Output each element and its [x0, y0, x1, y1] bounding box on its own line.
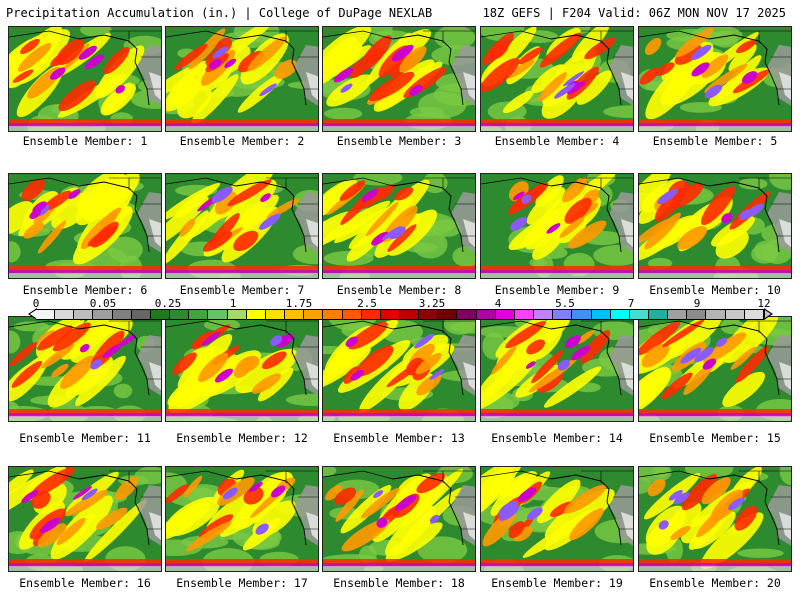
ensemble-member-label: Ensemble Member: 9: [494, 283, 620, 297]
colorbar-cell: [668, 310, 688, 319]
ensemble-map-10: [638, 173, 792, 279]
run-info: 18Z GEFS | F204 Valid: 06Z MON NOV 17 20…: [482, 6, 786, 20]
colorbar-cell: [342, 310, 362, 319]
colorbar-cell: [476, 310, 496, 319]
ensemble-map-12: [165, 316, 319, 422]
colorbar-cell: [246, 310, 266, 319]
chart-title: Precipitation Accumulation (in.) | Colle…: [6, 6, 433, 20]
colorbar-right-arrow-fill: [765, 310, 771, 318]
colorbar-tick-label: 9: [693, 297, 701, 310]
ensemble-member-label: Ensemble Member: 6: [22, 283, 148, 297]
colorbar-cell: [304, 310, 324, 319]
colorbar-cell: [208, 310, 228, 319]
colorbar-cell: [438, 310, 458, 319]
colorbar-cell: [419, 310, 439, 319]
ensemble-map-8: [322, 173, 476, 279]
colorbar-cell: [534, 310, 554, 319]
colorbar-cell: [361, 310, 381, 319]
colorbar-left-arrow-fill: [30, 310, 36, 318]
colorbar-cell: [227, 310, 247, 319]
colorbar-cell: [170, 310, 190, 319]
colorbar-cell: [572, 310, 592, 319]
ensemble-member-label: Ensemble Member: 17: [176, 576, 308, 590]
colorbar-tick-label: 12: [757, 297, 771, 310]
colorbar-tick-label: 7: [627, 297, 635, 310]
colorbar-cell: [514, 310, 535, 319]
colorbar-cell: [591, 310, 611, 319]
colorbar-tick-label: 0.05: [89, 297, 117, 310]
colorbar-cell: [629, 310, 649, 319]
ensemble-map-13: [322, 316, 476, 422]
ensemble-map-4: [480, 26, 634, 132]
ensemble-member-label: Ensemble Member: 4: [494, 134, 620, 148]
ensemble-member-label: Ensemble Member: 18: [333, 576, 465, 590]
ensemble-member-label: Ensemble Member: 1: [22, 134, 148, 148]
ensemble-map-14: [480, 316, 634, 422]
ensemble-member-label: Ensemble Member: 3: [336, 134, 462, 148]
colorbar-cell: [744, 310, 764, 319]
colorbar-cell: [36, 310, 56, 319]
colorbar-tick-label: 2.5: [357, 297, 377, 310]
colorbar-cell: [457, 310, 477, 319]
ensemble-member-label: Ensemble Member: 14: [491, 431, 623, 445]
colorbar-cell: [553, 310, 573, 319]
colorbar-cell: [687, 310, 707, 319]
ensemble-member-label: Ensemble Member: 5: [652, 134, 778, 148]
colorbar-cell: [150, 310, 171, 319]
colorbar-cell: [725, 310, 745, 319]
ensemble-map-3: [322, 26, 476, 132]
ensemble-member-label: Ensemble Member: 16: [19, 576, 151, 590]
ensemble-map-9: [480, 173, 634, 279]
colorbar-tick-label: 0.25: [154, 297, 182, 310]
colorbar-tick-label: 5.5: [555, 297, 575, 310]
colorbar-cell: [323, 310, 343, 319]
ensemble-map-11: [8, 316, 162, 422]
colorbar-cell: [380, 310, 400, 319]
ensemble-member-label: Ensemble Member: 15: [649, 431, 781, 445]
colorbar-cell: [93, 310, 113, 319]
colorbar-cell: [74, 310, 94, 319]
ensemble-map-18: [322, 466, 476, 572]
colorbar-tick-label: 1.75: [285, 297, 313, 310]
ensemble-member-label: Ensemble Member: 2: [179, 134, 305, 148]
ensemble-map-1: [8, 26, 162, 132]
ensemble-map-17: [165, 466, 319, 572]
ensemble-member-label: Ensemble Member: 20: [649, 576, 781, 590]
colorbar-cell: [131, 310, 151, 319]
ensemble-map-20: [638, 466, 792, 572]
colorbar-cell: [285, 310, 305, 319]
colorbar-cell: [112, 310, 132, 319]
ensemble-map-2: [165, 26, 319, 132]
ensemble-member-label: Ensemble Member: 11: [19, 431, 151, 445]
ensemble-member-label: Ensemble Member: 8: [336, 283, 462, 297]
colorbar-cell: [706, 310, 726, 319]
ensemble-member-label: Ensemble Member: 10: [649, 283, 781, 297]
ensemble-map-16: [8, 466, 162, 572]
ensemble-member-label: Ensemble Member: 13: [333, 431, 465, 445]
colorbar-cell: [55, 310, 75, 319]
colorbar-tick-label: 1: [229, 297, 237, 310]
colorbar-cell: [399, 310, 420, 319]
ensemble-map-5: [638, 26, 792, 132]
colorbar-tick-label: 4: [494, 297, 502, 310]
ensemble-map-19: [480, 466, 634, 572]
colorbar-tick-label: 3.25: [418, 297, 446, 310]
colorbar-cell: [189, 310, 209, 319]
ensemble-member-label: Ensemble Member: 12: [176, 431, 308, 445]
ensemble-member-label: Ensemble Member: 19: [491, 576, 623, 590]
colorbar: [36, 309, 764, 320]
colorbar-cell: [495, 310, 515, 319]
colorbar-cell: [649, 310, 669, 319]
ensemble-member-label: Ensemble Member: 7: [179, 283, 305, 297]
ensemble-map-15: [638, 316, 792, 422]
colorbar-cell: [610, 310, 630, 319]
colorbar-cell: [265, 310, 286, 319]
ensemble-map-6: [8, 173, 162, 279]
colorbar-tick-label: 0: [32, 297, 40, 310]
ensemble-map-7: [165, 173, 319, 279]
